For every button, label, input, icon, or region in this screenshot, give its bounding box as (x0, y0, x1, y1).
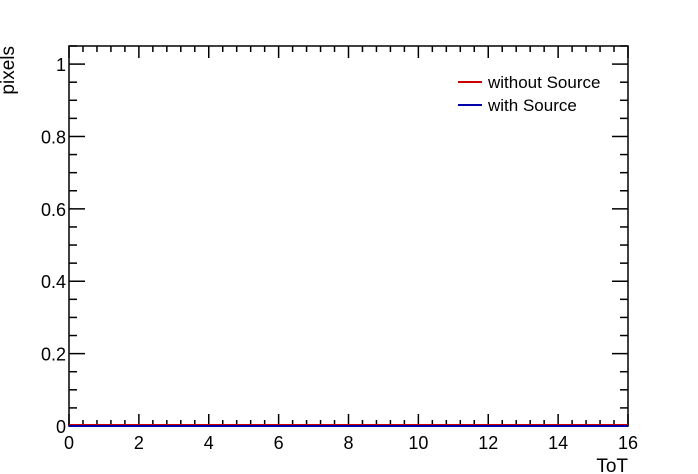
x-tick-label: 0 (64, 433, 74, 453)
x-tick-label: 2 (134, 433, 144, 453)
y-axis-ticks: 0 0.2 0.4 0.6 0.8 1 (41, 45, 628, 437)
x-axis-ticks: 0 2 4 6 8 10 12 14 16 (64, 46, 638, 453)
y-tick-label: 0.2 (41, 345, 66, 365)
legend-label: without Source (487, 73, 600, 92)
series-layer (69, 424, 628, 427)
x-tick-label: 16 (618, 433, 638, 453)
y-tick-label: 1 (56, 55, 66, 75)
x-axis-title: ToT (596, 456, 628, 474)
x-tick-label: 14 (548, 433, 568, 453)
x-tick-label: 10 (408, 433, 428, 453)
legend-label: with Source (487, 96, 577, 115)
y-tick-label: 0.6 (41, 200, 66, 220)
x-tick-label: 4 (204, 433, 214, 453)
x-tick-label: 12 (478, 433, 498, 453)
y-tick-label: 0 (56, 417, 66, 437)
y-axis-title: pixels (0, 46, 19, 95)
x-tick-label: 6 (274, 433, 284, 453)
y-tick-label: 0.4 (41, 272, 66, 292)
y-tick-label: 0.8 (41, 127, 66, 147)
x-tick-label: 8 (343, 433, 353, 453)
legend: without Source with Source (458, 73, 600, 115)
